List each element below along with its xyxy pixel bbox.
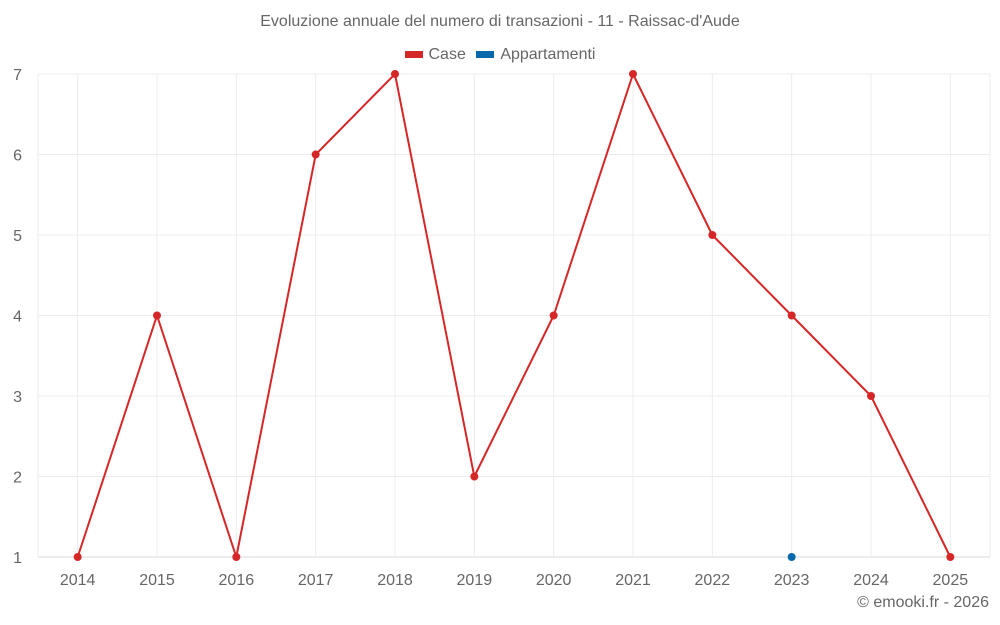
x-tick-label: 2024	[853, 572, 889, 589]
x-tick-label: 2022	[695, 572, 731, 589]
x-axis: 2014 2015 2016 2017 2018 2019 2020 2021 2022 2023…	[60, 572, 968, 589]
x-tick-label: 2017	[298, 572, 334, 589]
chart-title: Evoluzione annuale del numero di transaz…	[260, 13, 740, 30]
data-point[interactable]	[470, 472, 479, 481]
legend: Case Appartamenti	[0, 45, 1000, 64]
data-point[interactable]	[787, 311, 796, 320]
y-tick-label: 3	[13, 389, 22, 406]
series-line	[76, 71, 952, 561]
data-point[interactable]	[946, 553, 955, 561]
data-point[interactable]	[629, 70, 637, 78]
data-point[interactable]	[311, 150, 320, 159]
y-axis: 1 2 3 4 5 6 7	[13, 67, 22, 567]
x-tick-label: 2021	[615, 572, 651, 589]
x-tick-label: 2015	[139, 572, 175, 589]
y-tick-label: 7	[13, 67, 22, 84]
y-tick-label: 4	[13, 309, 22, 326]
legend-label-appartamenti: Appartamenti	[500, 45, 596, 63]
x-tick-label: 2023	[774, 572, 810, 589]
series-case	[73, 70, 955, 561]
data-point[interactable]	[787, 553, 796, 561]
copyright-credit: © emooki.fr - 2026	[857, 594, 989, 611]
data-point[interactable]	[232, 553, 241, 561]
y-tick-label: 6	[13, 148, 22, 165]
data-point[interactable]	[391, 70, 399, 78]
grid	[37, 73, 991, 558]
y-tick-label: 1	[13, 550, 22, 567]
series-appartamenti	[787, 553, 796, 561]
x-tick-label: 2016	[219, 572, 255, 589]
data-point[interactable]	[153, 311, 161, 320]
x-tick-label: 2014	[60, 572, 96, 589]
x-tick-label: 2019	[457, 572, 493, 589]
y-tick-label: 2	[13, 470, 22, 487]
legend-label-case: Case	[428, 45, 466, 63]
data-point[interactable]	[73, 553, 82, 561]
x-tick-label: 2018	[377, 572, 413, 589]
data-point[interactable]	[867, 392, 875, 400]
legend-swatch-case	[404, 51, 423, 58]
x-tick-label: 2020	[536, 572, 572, 589]
legend-item-case[interactable]: Case	[404, 45, 466, 64]
y-tick-label: 5	[13, 228, 22, 245]
data-point[interactable]	[549, 311, 558, 320]
data-point[interactable]	[708, 231, 717, 239]
legend-swatch-appartamenti	[476, 51, 495, 58]
x-tick-label: 2025	[933, 572, 969, 589]
legend-item-appartamenti[interactable]: Appartamenti	[476, 46, 595, 64]
